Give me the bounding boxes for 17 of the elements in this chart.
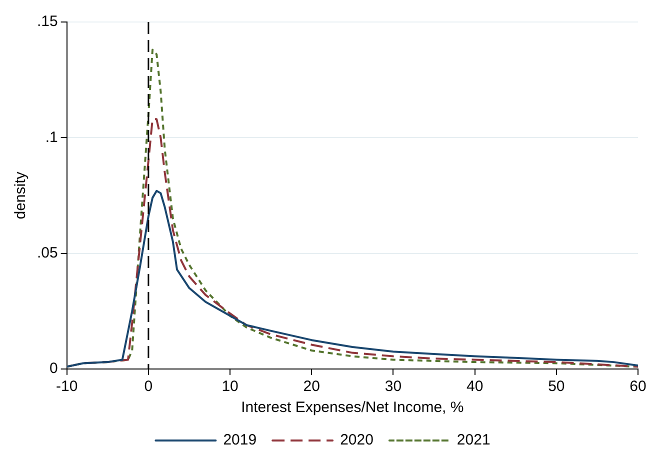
y-tick-label: 0 <box>50 360 58 378</box>
legend-label: 2020 <box>340 432 374 449</box>
x-axis-title: Interest Expenses/Net Income, % <box>241 399 464 416</box>
x-tick-label: 0 <box>144 378 153 396</box>
x-tick-label: 30 <box>384 378 402 396</box>
y-tick-label: .1 <box>45 128 58 146</box>
x-tick-label: 40 <box>466 378 484 396</box>
y-tick-label: .05 <box>36 244 58 262</box>
legend-label: 2019 <box>223 432 257 449</box>
x-tick-label: 10 <box>222 378 238 396</box>
x-tick-label: 20 <box>303 378 320 396</box>
y-axis-title: density <box>12 171 30 220</box>
x-tick-label: -10 <box>56 378 78 396</box>
x-tick-label: 60 <box>630 378 646 396</box>
x-tick-label: 50 <box>548 378 565 396</box>
y-tick-label: .15 <box>36 13 58 30</box>
legend-label: 2021 <box>456 432 490 449</box>
